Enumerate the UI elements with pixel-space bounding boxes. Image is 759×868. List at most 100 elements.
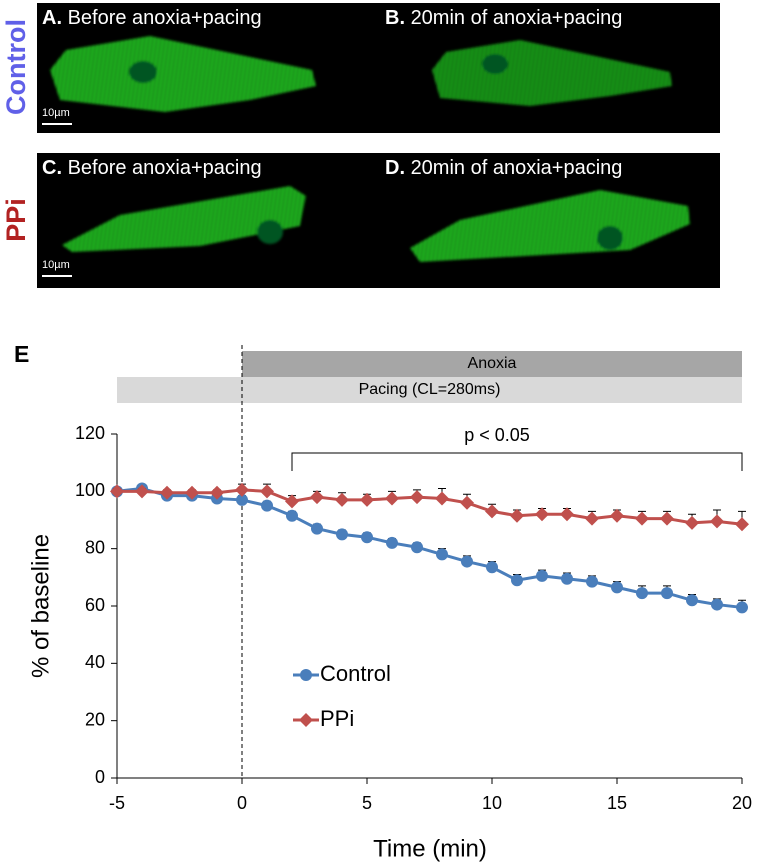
data-point xyxy=(361,531,373,544)
data-point xyxy=(461,555,473,568)
x-tick-label: 10 xyxy=(482,793,502,813)
x-tick-label: 0 xyxy=(237,793,247,813)
data-point xyxy=(210,485,224,500)
nucleus xyxy=(257,220,283,244)
x-tick-label: 15 xyxy=(607,793,627,813)
x-axis-label: Time (min) xyxy=(373,835,487,862)
data-point xyxy=(311,522,323,535)
data-point xyxy=(536,569,548,582)
data-point xyxy=(385,491,399,506)
panel-caption: B. 20min of anoxia+pacing xyxy=(385,7,622,29)
row-label: Control xyxy=(1,19,31,115)
y-tick-label: 40 xyxy=(85,652,105,672)
data-point xyxy=(460,495,474,510)
data-point xyxy=(235,482,249,497)
legend-label: Control xyxy=(320,661,391,686)
data-point xyxy=(510,508,524,523)
data-point xyxy=(310,490,324,505)
nucleus xyxy=(597,226,623,250)
data-point xyxy=(535,507,549,522)
caption-text: 20min of anoxia+pacing xyxy=(411,7,623,29)
data-point xyxy=(636,587,648,600)
data-point xyxy=(735,517,749,532)
data-point xyxy=(110,484,124,499)
x-tick-label: 5 xyxy=(362,793,372,813)
panel-label: E xyxy=(14,341,29,367)
data-point xyxy=(485,504,499,519)
panel-caption: A. Before anoxia+pacing xyxy=(42,7,262,29)
band-label: Anoxia xyxy=(468,355,517,372)
x-tick-label: 20 xyxy=(732,793,752,813)
significance-bracket xyxy=(291,452,743,471)
scale-label: 10µm xyxy=(42,259,70,271)
data-point xyxy=(410,490,424,505)
data-point xyxy=(160,485,174,500)
cells xyxy=(50,36,690,262)
caption-text: Before anoxia+pacing xyxy=(68,7,262,29)
legend-marker xyxy=(299,713,313,727)
y-tick-label: 80 xyxy=(85,537,105,557)
data-point xyxy=(736,601,748,614)
caption-text: Before anoxia+pacing xyxy=(68,157,262,179)
panel-caption: D. 20min of anoxia+pacing xyxy=(385,157,622,179)
data-point xyxy=(411,541,423,554)
panel-letter: D. xyxy=(385,157,405,179)
data-point xyxy=(335,492,349,507)
data-point xyxy=(435,491,449,506)
data-point xyxy=(685,515,699,530)
data-point xyxy=(260,484,274,499)
data-point xyxy=(336,528,348,541)
x-tick-label: -5 xyxy=(109,793,125,813)
y-tick-label: 60 xyxy=(85,595,105,615)
data-point xyxy=(711,598,723,611)
nucleus xyxy=(482,54,508,74)
data-point xyxy=(285,494,299,509)
condition-band xyxy=(117,377,742,403)
data-point xyxy=(560,507,574,522)
data-point xyxy=(561,572,573,585)
data-point xyxy=(185,485,199,500)
data-point xyxy=(610,508,624,523)
panel-caption: C. Before anoxia+pacing xyxy=(42,157,262,179)
data-point xyxy=(135,484,149,499)
condition-band xyxy=(242,351,742,377)
y-tick-label: 100 xyxy=(75,480,105,500)
data-point xyxy=(286,509,298,522)
data-point xyxy=(436,548,448,561)
cell xyxy=(50,36,316,112)
caption-text: 20min of anoxia+pacing xyxy=(411,157,623,179)
panel-letter: A. xyxy=(42,7,62,29)
significance-label: p < 0.05 xyxy=(464,425,530,445)
data-point xyxy=(585,511,599,526)
series-line xyxy=(116,486,743,609)
data-point xyxy=(486,561,498,574)
data-point xyxy=(660,511,674,526)
data-point xyxy=(261,499,273,512)
y-tick-label: 120 xyxy=(75,423,105,443)
data-point xyxy=(511,574,523,587)
panel-letter: B. xyxy=(385,7,405,29)
panel-letter: C. xyxy=(42,157,62,179)
data-point xyxy=(360,492,374,507)
y-tick-label: 0 xyxy=(95,767,105,787)
nucleus xyxy=(129,61,157,83)
band-label: Pacing (CL=280ms) xyxy=(359,381,501,398)
data-point xyxy=(386,536,398,549)
data-point xyxy=(611,581,623,594)
scale-label: 10µm xyxy=(42,107,70,119)
data-point xyxy=(236,493,248,506)
legend-marker xyxy=(300,669,312,681)
data-point xyxy=(661,587,673,600)
y-tick-label: 20 xyxy=(85,709,105,729)
data-point xyxy=(710,514,724,529)
legend-label: PPi xyxy=(320,706,354,731)
y-axis-label: % of baseline xyxy=(27,534,54,678)
data-point xyxy=(635,511,649,526)
cell xyxy=(62,186,306,252)
data-point xyxy=(686,594,698,607)
row-label: PPi xyxy=(1,198,31,242)
data-point xyxy=(586,575,598,588)
